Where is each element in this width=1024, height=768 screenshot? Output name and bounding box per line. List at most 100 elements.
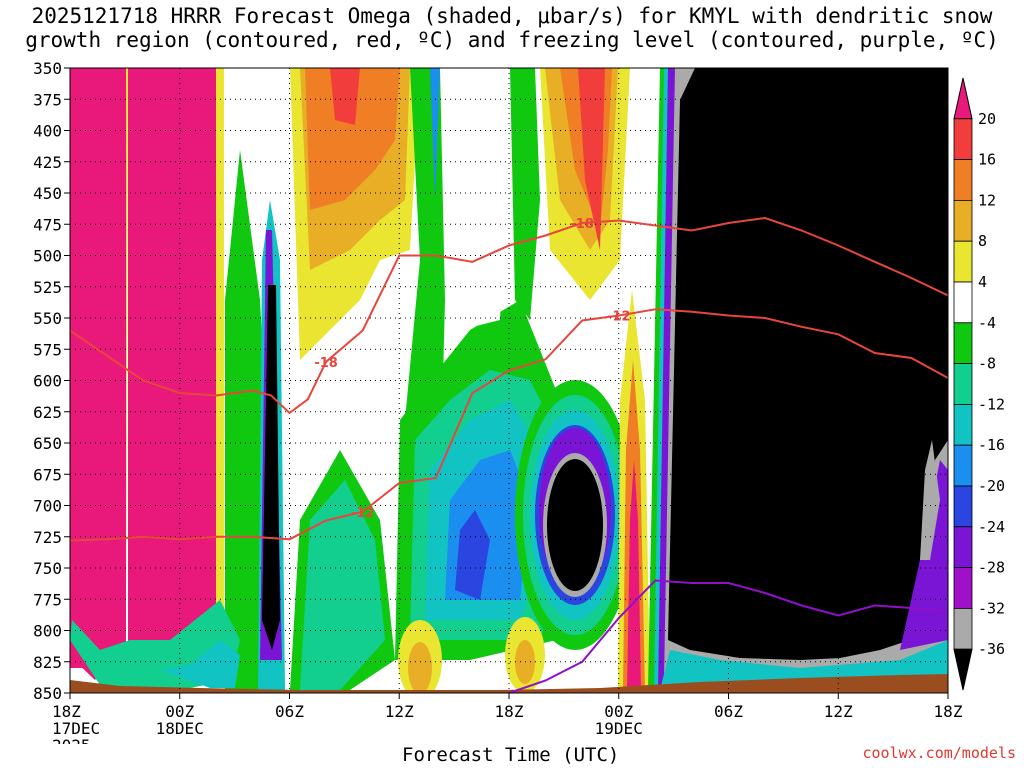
shade-yellow-edge-2 [216,68,224,628]
y-tick-label: 375 [33,90,62,109]
colorbar: 20 16 12 8 4 -4 -8 -12 -16 -20 -24 -28 -32 -36 [953,77,1005,691]
contour-label: -18 [314,356,338,371]
y-tick-label: 475 [33,215,62,234]
shade-red-plume [330,68,360,125]
colorbar-label: -20 [978,477,1005,495]
shade-blue-col-13z [430,68,440,200]
x-tick-label: 06Z [714,702,743,721]
x-tick-label: 2025 [52,736,91,744]
shade-blue-base-left [160,640,240,688]
x-tick-label: 19DEC [595,719,643,738]
colorbar-label: -24 [978,518,1005,536]
colorbar-label: 12 [978,191,996,209]
y-tick-label: 400 [33,122,62,141]
chart-title: 2025121718 HRRR Forecast Omega (shaded, … [0,4,1024,52]
x-axis-label: Forecast Time (UTC) [402,744,620,766]
y-tick-label: 775 [33,590,62,609]
contours [70,216,948,693]
x-tick-label: 18Z [52,702,81,721]
colorbar-swatch [953,240,973,283]
colorbar-label: -16 [978,436,1005,454]
colorbar-swatch [953,567,973,609]
shade-yellow-edge-1 [126,68,128,620]
y-tick-label: 800 [33,622,62,641]
x-tick-label: 12Z [824,702,853,721]
colorbar-label: -36 [978,640,1005,658]
shade-green-col-18z [510,68,540,320]
colorbar-swatch [953,281,973,324]
colorbar-swatch [953,118,973,161]
shade-white-gap [455,68,510,330]
shade-gray-spike-right [920,440,940,560]
colorbar-label: 16 [978,151,996,169]
colorbar-top-arrow [953,77,973,120]
contour-label: -12 [607,310,631,325]
shade-gold-blob-1 [408,642,432,693]
contour-dgz-contour-warm [70,308,948,542]
shade-teal-mid [300,480,385,690]
colorbar-label: 4 [978,273,987,291]
y-tick-label: 625 [33,403,62,422]
y-tick-label: 850 [33,684,62,703]
title-line-2: growth region (contoured, red, ºC) and f… [25,28,999,52]
x-axis: 18Z17DEC202500Z18DEC06Z12Z18Z00Z19DEC06Z… [52,693,963,744]
x-tick-label: 12Z [385,702,414,721]
y-tick-label: 750 [33,559,62,578]
y-tick-label: 575 [33,340,62,359]
shade-magenta-col-00z [627,460,641,690]
y-tick-label: 450 [33,184,62,203]
colorbar-swatch [953,199,973,242]
x-tick-label: 00Z [604,702,633,721]
colorbar-swatch [953,363,973,405]
colorbar-swatch [953,403,973,446]
y-tick-label: 725 [33,528,62,547]
y-axis: 350 375 400 425 450 475 500 525 550 575 600 625 650 6… [33,59,70,703]
colorbar-swatch [953,322,973,364]
colorbar-label: -28 [978,559,1005,577]
colorbar-label: 20 [978,110,996,128]
y-tick-label: 700 [33,497,62,516]
shade-black-main [668,68,948,660]
shade-black-eye [547,459,603,591]
colorbar-label: -12 [978,395,1005,413]
y-tick-label: 600 [33,372,62,391]
x-tick-label: 06Z [275,702,304,721]
x-tick-label: 18Z [495,702,524,721]
contour-label: -12 [351,506,375,521]
x-tick-label: 00Z [165,702,194,721]
shade-darkblue-mid [455,510,490,600]
contour-labels: -12 -12 -18 -18 [314,217,631,521]
omega-chart: -12 -12 -18 -18 350 375 400 425 450 475 500 525 550… [33,59,1005,744]
colorbar-swatch [953,608,973,650]
colorbar-bottom-arrow [953,648,973,691]
y-tick-label: 825 [33,653,62,672]
colorbar-label: -4 [978,314,996,332]
grid [70,68,948,693]
y-tick-label: 525 [33,278,62,297]
shade-red-plume-22z [578,68,605,250]
contour-dgz-contour-cold [70,216,948,415]
y-tick-label: 550 [33,309,62,328]
y-tick-label: 425 [33,153,62,172]
colorbar-label: 8 [978,232,987,250]
y-tick-label: 350 [33,59,62,78]
y-tick-label: 650 [33,434,62,453]
shade-black-col-06z [262,285,280,650]
y-tick-label: 500 [33,247,62,266]
colorbar-swatch [953,485,973,528]
colorbar-label: -8 [978,355,996,373]
colorbar-label: -32 [978,599,1005,617]
shade-orange-plume [305,68,400,210]
y-tick-label: 675 [33,465,62,484]
credit-link[interactable]: coolwx.com/models [862,744,1016,762]
colorbar-swatch [953,526,973,568]
contour-freezing-level [508,579,948,693]
x-tick-label: 18DEC [156,719,204,738]
shade-magenta-col-1 [70,68,126,668]
colorbar-swatch [953,444,973,487]
contour-label: -18 [570,217,594,232]
title-line-1: 2025121718 HRRR Forecast Omega (shaded, … [31,4,993,28]
x-tick-label: 18Z [934,702,963,721]
colorbar-swatch [953,159,973,201]
omega-shading [70,68,948,693]
